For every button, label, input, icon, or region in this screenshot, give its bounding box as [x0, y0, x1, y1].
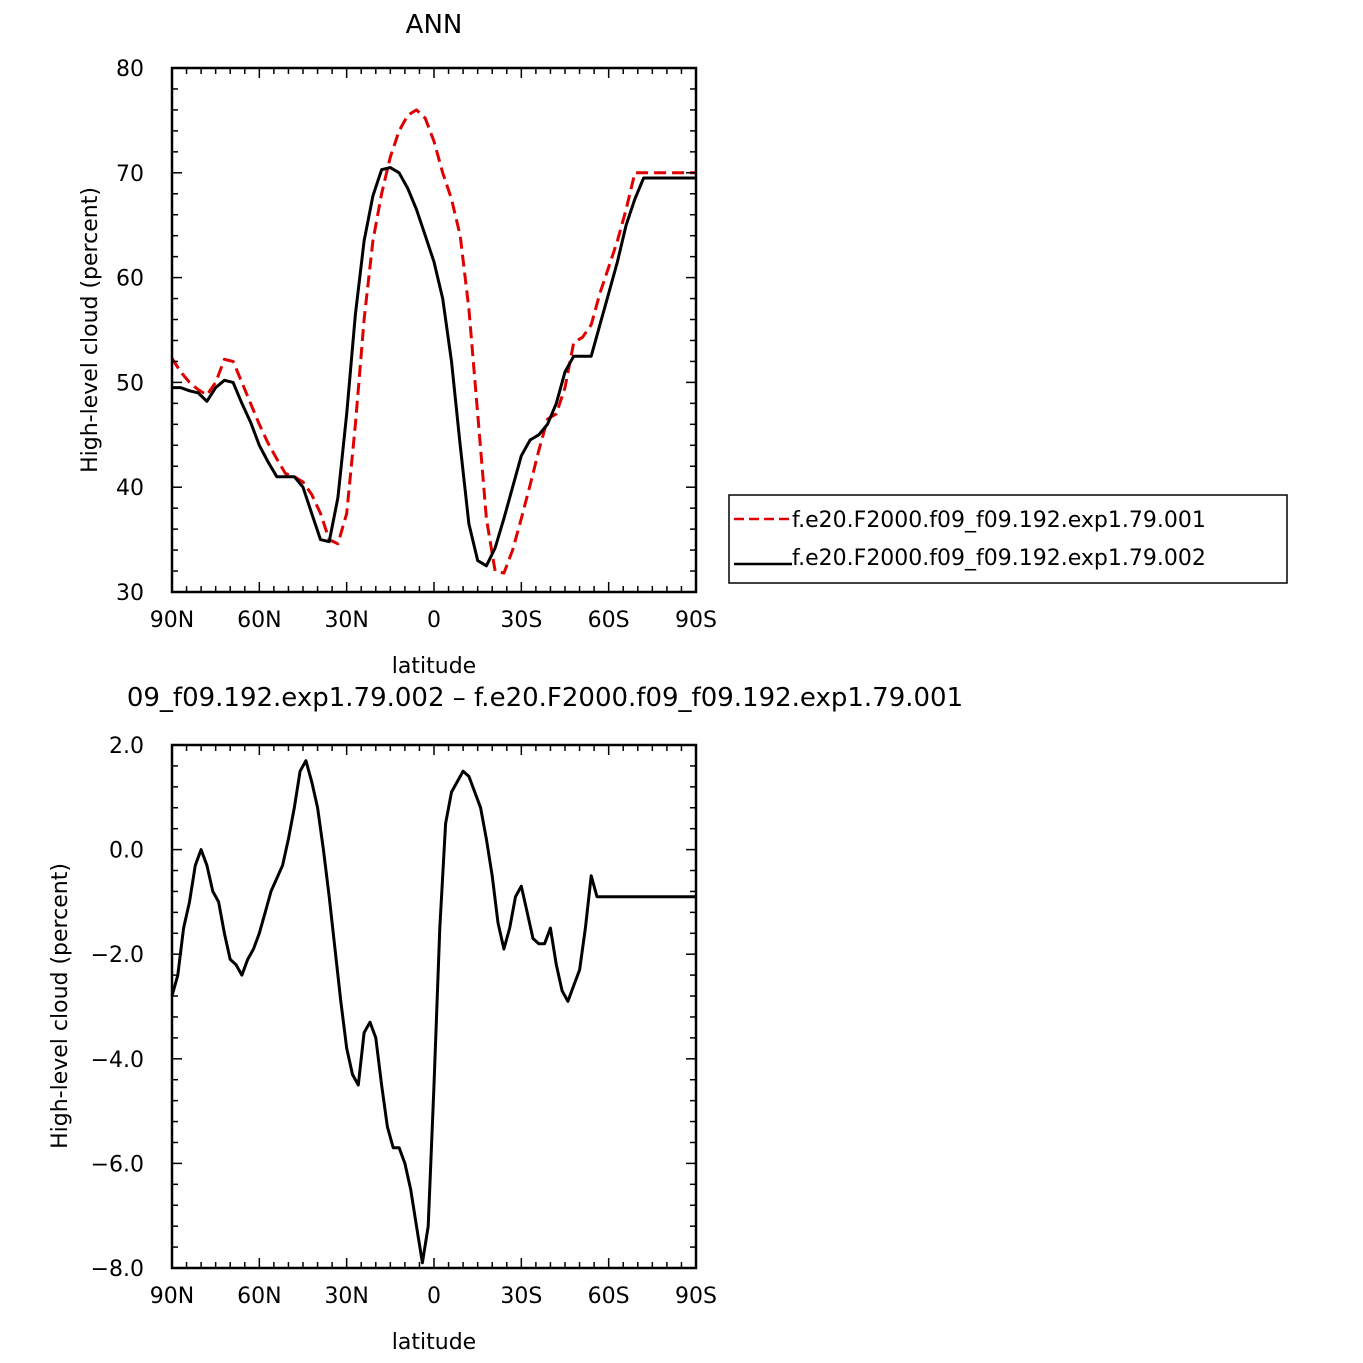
top-panel-xtick-label: 90N	[150, 608, 194, 633]
top-panel-ytick-label: 40	[116, 476, 144, 501]
bottom-panel-xtick-label: 30N	[324, 1284, 368, 1309]
top-panel-ytick-label: 70	[116, 162, 144, 187]
legend-label-series-2: f.e20.F2000.f09_f09.192.exp1.79.002	[792, 546, 1206, 571]
top-panel-title: ANN	[406, 10, 463, 40]
top-panel-xtick-label: 90S	[675, 608, 717, 633]
bottom-panel-xtick-label: 60N	[237, 1284, 281, 1309]
bottom-panel-ytick-label: 0.0	[109, 839, 144, 864]
top-panel-ytick-label: 50	[116, 371, 144, 396]
bottom-panel-ylabel: High-level cloud (percent)	[48, 863, 73, 1149]
bottom-panel-plot-frame	[170, 743, 698, 1270]
top-panel-ytick-label: 80	[116, 57, 144, 82]
top-panel-xtick-label: 60S	[588, 608, 630, 633]
top-panel-series-group	[170, 108, 696, 575]
bottom-panel: 09_f09.192.exp1.79.002 – f.e20.F2000.f09…	[48, 683, 963, 1355]
legend-label-series-1: f.e20.F2000.f09_f09.192.exp1.79.001	[792, 508, 1206, 533]
top-panel-xtick-label: 30N	[324, 608, 368, 633]
top-panel: ANN 90N 60N 30N 0 30S 60S 90S 30 40 50 60 70 80 lati…	[78, 10, 717, 679]
top-panel-xlabel: latitude	[392, 654, 476, 679]
top-panel-ylabel: High-level cloud (percent)	[78, 187, 103, 473]
top-panel-ytick-label: 30	[116, 581, 144, 606]
bottom-panel-ytick-label: 2.0	[109, 734, 144, 759]
bottom-panel-xtick-label: 90S	[675, 1284, 717, 1309]
top-panel-xtick-label: 30S	[500, 608, 542, 633]
bottom-panel-ytick-label: −6.0	[91, 1152, 144, 1177]
bottom-panel-series-group	[170, 759, 696, 1265]
bottom-panel-series-line-1	[170, 759, 696, 1265]
top-panel-xtick-label: 0	[427, 608, 441, 633]
bottom-panel-xtick-label: 30S	[500, 1284, 542, 1309]
bottom-panel-xtick-label: 60S	[588, 1284, 630, 1309]
top-panel-ytick-label: 60	[116, 267, 144, 292]
bottom-panel-xlabel: latitude	[392, 1330, 476, 1355]
top-panel-xtick-label: 60N	[237, 608, 281, 633]
top-panel-series-line-1	[170, 108, 696, 575]
bottom-panel-ticks: 90N 60N 30N 0 30S 60S 90S −8.0 −6.0 −4.0 −2.0 0.0 2.…	[91, 734, 717, 1309]
bottom-panel-xtick-label: 90N	[150, 1284, 194, 1309]
bottom-panel-title: 09_f09.192.exp1.79.002 – f.e20.F2000.f09…	[127, 683, 963, 713]
top-panel-ticks: 90N 60N 30N 0 30S 60S 90S 30 40 50 60 70 80	[116, 57, 717, 633]
top-panel-series-line-2	[172, 166, 696, 568]
legend-box	[728, 494, 1288, 584]
bottom-panel-ytick-label: −4.0	[91, 1048, 144, 1073]
bottom-panel-ytick-label: −2.0	[91, 943, 144, 968]
top-panel-plot-frame	[170, 66, 698, 594]
bottom-panel-ytick-label: −8.0	[91, 1257, 144, 1282]
bottom-panel-xtick-label: 0	[427, 1284, 441, 1309]
legend: f.e20.F2000.f09_f09.192.exp1.79.001 f.e2…	[728, 494, 1288, 584]
